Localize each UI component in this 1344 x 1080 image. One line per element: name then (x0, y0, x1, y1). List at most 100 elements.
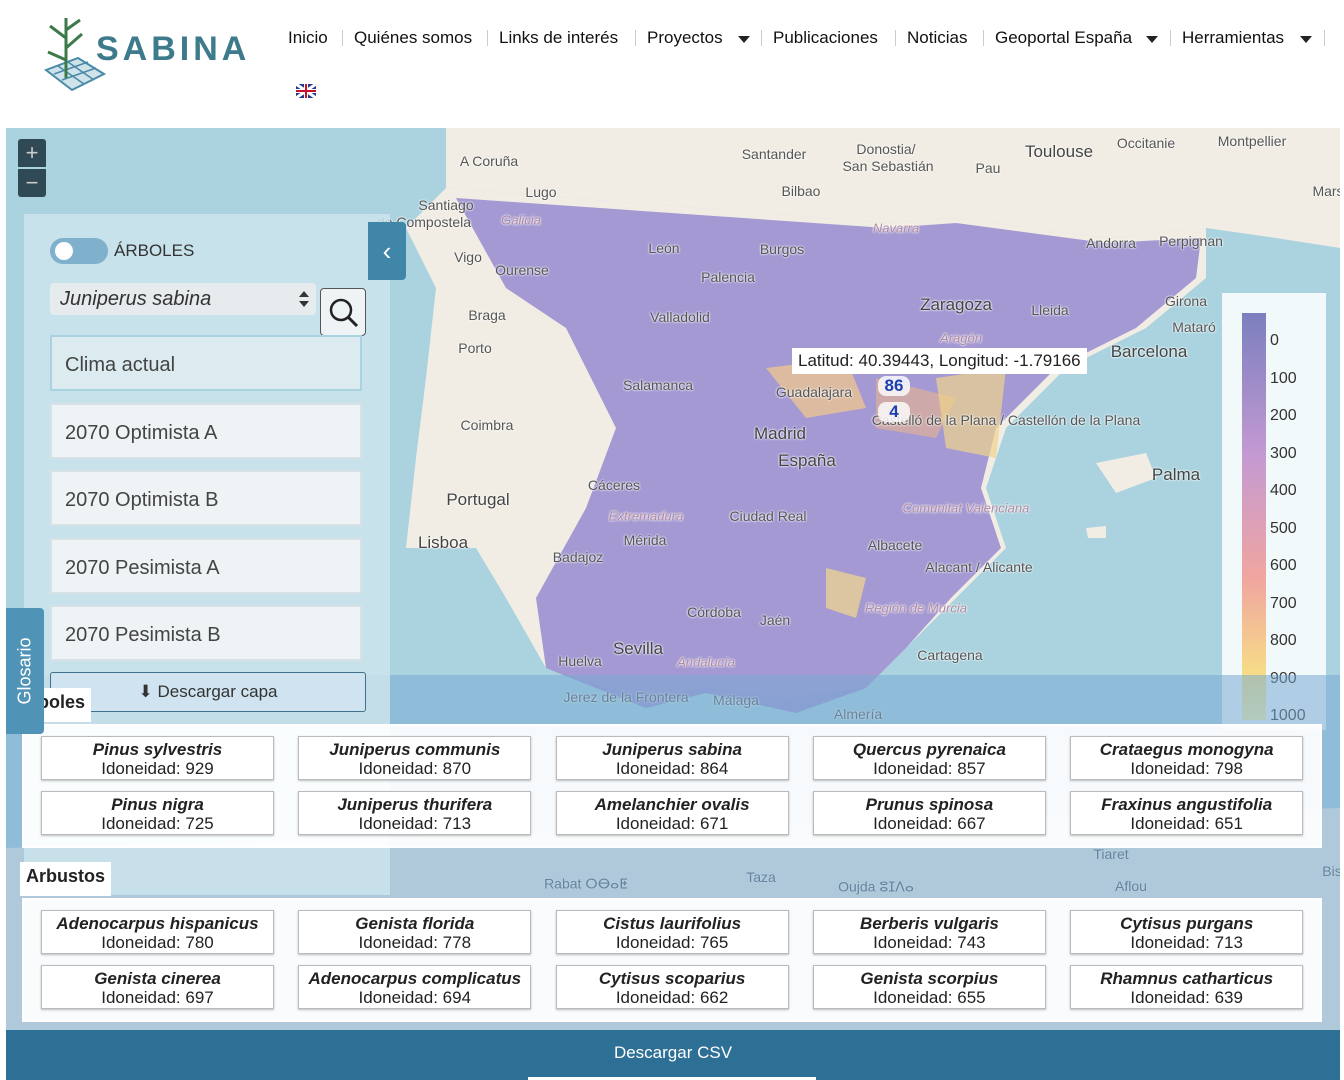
map-label: Montpellier (1217, 133, 1287, 149)
map-label: Porto (458, 340, 492, 356)
map-label: Huelva (558, 653, 602, 669)
species-name: Cytisus scoparius (598, 969, 746, 988)
species-card[interactable]: Pinus nigra Idoneidad: 725 (41, 791, 274, 835)
map-label: Extremadura (608, 508, 684, 524)
scenario-button[interactable]: 2070 Pesimista B (50, 605, 362, 661)
species-card[interactable]: Crataegus monogyna Idoneidad: 798 (1070, 736, 1304, 780)
logo-text[interactable]: SABINA (96, 30, 251, 68)
species-card[interactable]: Adenocarpus complicatus Idoneidad: 694 (298, 965, 532, 1009)
scenario-button[interactable]: Clima actual (50, 335, 362, 391)
species-name: Juniperus sabina (602, 740, 742, 759)
legend-tick: 300 (1270, 444, 1297, 462)
nav-item[interactable]: Quiénes somos (354, 28, 473, 47)
search-button[interactable] (320, 288, 366, 336)
species-name: Cytisus purgans (1120, 914, 1254, 933)
species-card[interactable]: Genista scorpius Idoneidad: 655 (812, 965, 1046, 1009)
species-select[interactable]: Juniperus sabina (50, 283, 316, 315)
species-card[interactable]: Fraxinus angustifolia Idoneidad: 651 (1070, 791, 1304, 835)
zoom-in[interactable]: + (18, 139, 46, 167)
species-name: Cistus laurifolius (603, 914, 742, 933)
collapse-button[interactable]: ‹ (368, 222, 406, 280)
zoom-out[interactable]: − (18, 169, 46, 197)
score-value: 765 (699, 933, 729, 952)
species-name: Amelanchier ovalis (594, 795, 750, 814)
nav-item[interactable]: Inicio (288, 28, 328, 47)
legend-tick: 500 (1270, 519, 1297, 537)
download-layer[interactable]: ⬇ Descargar capa (50, 672, 366, 712)
nav-separator (1170, 30, 1171, 46)
species-card[interactable]: Cytisus purgans Idoneidad: 713 (1070, 910, 1304, 954)
species-card[interactable]: Genista florida Idoneidad: 778 (298, 910, 532, 954)
nav-item[interactable]: Publicaciones (773, 28, 878, 47)
species-card[interactable]: Adenocarpus hispanicus Idoneidad: 780 (41, 910, 274, 954)
nav-item[interactable]: Proyectos (647, 28, 723, 47)
toggle-label: ÁRBOLES (114, 241, 195, 260)
map-label: Córdoba (687, 604, 741, 620)
legend-tick: 0 (1270, 332, 1279, 349)
map-label: Valladolid (650, 309, 710, 325)
species-card[interactable]: Pinus sylvestris Idoneidad: 929 (41, 736, 274, 780)
footer: Descargar CSV (6, 1030, 1340, 1080)
toggle[interactable] (50, 238, 108, 264)
score-label: Idoneidad: (358, 988, 443, 1007)
map-label: Alacant / Alicante (925, 559, 1033, 575)
score-value: 713 (442, 814, 472, 833)
species-card[interactable]: Berberis vulgaris Idoneidad: 743 (812, 910, 1046, 954)
score-value: 743 (957, 933, 986, 952)
score-value: 870 (442, 759, 472, 778)
species-card[interactable]: Genista cinerea Idoneidad: 697 (41, 965, 274, 1009)
score-label: Idoneidad: (615, 933, 700, 952)
score-value: 864 (699, 759, 729, 778)
species-name: Genista cinerea (94, 969, 221, 988)
map-marker[interactable]: 86 (878, 376, 910, 396)
map-label: Cáceres (587, 477, 641, 493)
nav-item[interactable]: Links de interés (499, 28, 619, 47)
species-card[interactable]: Prunus spinosa Idoneidad: 667 (812, 791, 1046, 835)
nav-separator (342, 30, 343, 46)
header: SABINA Inicio Quiénes somos Links de inter… (0, 0, 1344, 128)
species-card[interactable]: Juniperus communis Idoneidad: 870 (298, 736, 532, 780)
score-label: Idoneidad: (101, 814, 186, 833)
species-card[interactable]: Quercus pyrenaica Idoneidad: 857 (812, 736, 1046, 780)
species-card[interactable]: Amelanchier ovalis Idoneidad: 671 (555, 791, 789, 835)
nav-caret (738, 36, 750, 43)
map-label: Palencia (701, 269, 755, 285)
map-label: Albacete (867, 537, 923, 553)
species-name: Pinus nigra (111, 795, 204, 814)
nav-item[interactable]: Noticias (907, 28, 968, 47)
map-label: Mars (1312, 183, 1340, 199)
download-csv[interactable]: Descargar CSV (613, 1043, 733, 1062)
species-card[interactable]: Juniperus thurifera Idoneidad: 713 (298, 791, 532, 835)
species-card[interactable]: Cytisus scoparius Idoneidad: 662 (555, 965, 789, 1009)
nav-item[interactable]: Herramientas (1182, 28, 1285, 47)
nav-separator (983, 30, 984, 46)
score-value: 655 (957, 988, 986, 1007)
score-value: 667 (957, 814, 986, 833)
glossary-tab[interactable]: Glosario (6, 608, 44, 734)
score-value: 725 (185, 814, 214, 833)
legend-tick: 700 (1270, 594, 1297, 612)
nav-item[interactable]: Geoportal España (995, 28, 1133, 47)
nav-separator (1324, 30, 1325, 46)
map-marker[interactable]: 4 (878, 402, 910, 422)
score-value: 639 (1214, 988, 1243, 1007)
score-label: Idoneidad: (1130, 759, 1215, 778)
map-label: Navarra (872, 220, 920, 236)
species-card[interactable]: Cistus laurifolius Idoneidad: 765 (555, 910, 789, 954)
species-card[interactable]: Juniperus sabina Idoneidad: 864 (555, 736, 789, 780)
coordinate-tooltip: Latitud: 40.39443, Longitud: -1.79166 (792, 348, 1087, 374)
scenario-button[interactable]: 2070 Optimista A (50, 402, 362, 459)
map-label: Occitanie (1116, 135, 1176, 151)
map-label: Mérida (623, 532, 667, 548)
map-label: Palma (1151, 465, 1201, 484)
species-name: Fraxinus angustifolia (1101, 795, 1273, 814)
score-label: Idoneidad: (615, 759, 700, 778)
scenario-button[interactable]: 2070 Pesimista A (50, 537, 362, 594)
score-value: 929 (185, 759, 214, 778)
scenario-button[interactable]: 2070 Optimista B (50, 470, 362, 526)
lang-flag[interactable] (296, 84, 316, 98)
legend-tick: 100 (1270, 369, 1297, 387)
score-value: 713 (1214, 933, 1243, 952)
map-label: Girona (1164, 293, 1208, 309)
species-card[interactable]: Rhamnus catharticus Idoneidad: 639 (1070, 965, 1304, 1009)
